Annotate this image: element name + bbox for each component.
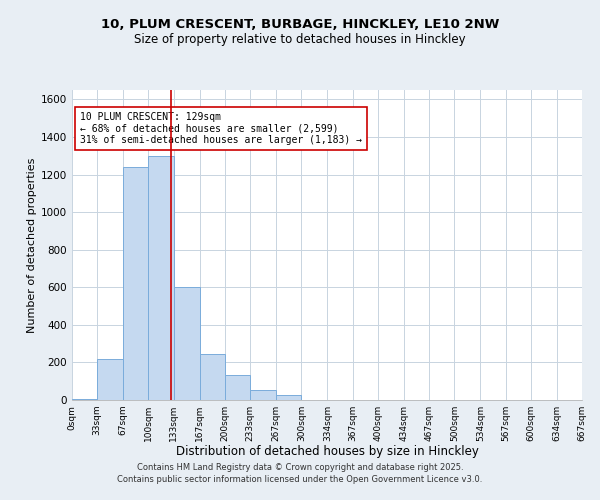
X-axis label: Distribution of detached houses by size in Hinckley: Distribution of detached houses by size … [176, 446, 478, 458]
Bar [123, 167, 148, 400]
Y-axis label: Number of detached properties: Number of detached properties [27, 158, 37, 332]
Text: 10 PLUM CRESCENT: 129sqm
← 68% of detached houses are smaller (2,599)
31% of sem: 10 PLUM CRESCENT: 129sqm ← 68% of detach… [80, 112, 362, 145]
Bar [97, 358, 123, 400]
Text: Size of property relative to detached houses in Hinckley: Size of property relative to detached ho… [134, 32, 466, 46]
Text: 10, PLUM CRESCENT, BURBAGE, HINCKLEY, LE10 2NW: 10, PLUM CRESCENT, BURBAGE, HINCKLEY, LE… [101, 18, 499, 30]
Text: Contains HM Land Registry data © Crown copyright and database right 2025.: Contains HM Land Registry data © Crown c… [137, 464, 463, 472]
Bar [173, 288, 200, 400]
Bar [250, 390, 276, 400]
Bar [148, 156, 173, 400]
Bar [200, 354, 225, 400]
Bar [72, 399, 97, 400]
Text: Contains public sector information licensed under the Open Government Licence v3: Contains public sector information licen… [118, 475, 482, 484]
Bar [276, 396, 301, 400]
Bar [225, 374, 250, 400]
